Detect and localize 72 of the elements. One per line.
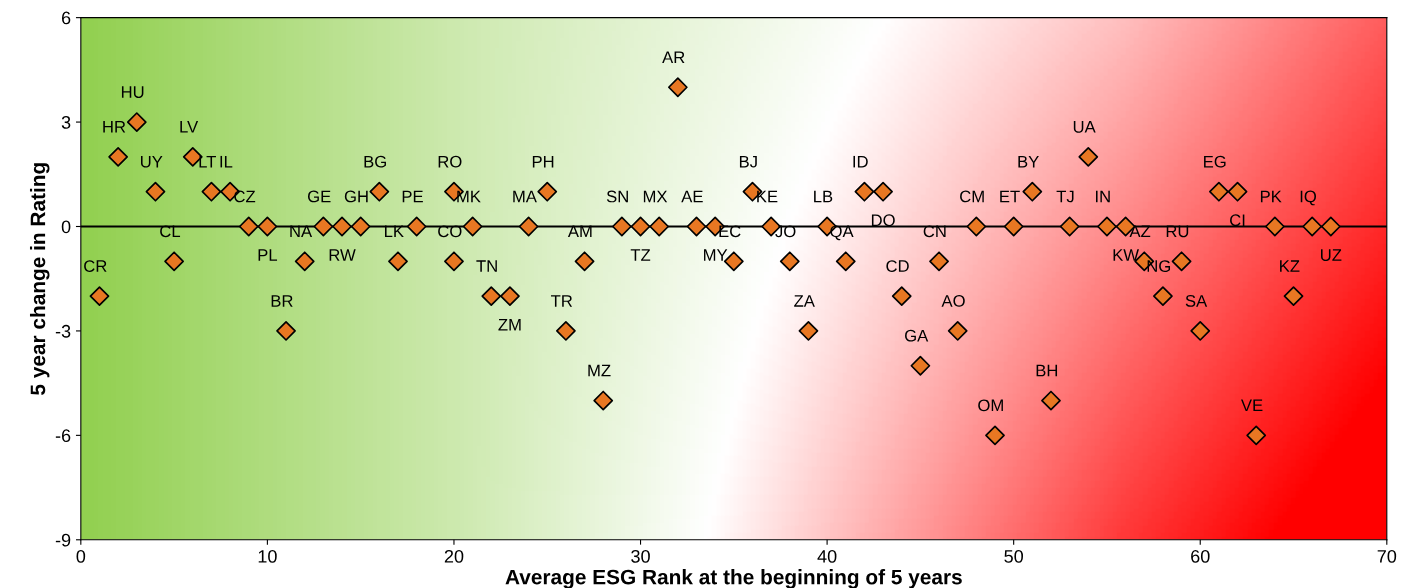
annotation: MK [457, 190, 481, 203]
y-axis-title: 5 year change in Rating [29, 163, 50, 395]
y-tick-label: -6 [55, 429, 71, 443]
annotation: KZ [1280, 260, 1300, 272]
x-tick-label: 70 [1377, 549, 1397, 563]
annotation: IN [1095, 190, 1110, 203]
annotation: TR [551, 295, 573, 307]
annotation: EG [1204, 155, 1226, 168]
annotation: BG [364, 155, 386, 168]
annotation: HR [103, 121, 126, 133]
annotation: OM [978, 399, 1003, 412]
annotation: CR [84, 260, 107, 272]
annotation: LV [180, 121, 199, 133]
annotation: MX [643, 190, 668, 203]
annotation: SA [1185, 295, 1208, 307]
annotation: KW [1113, 249, 1139, 261]
annotation: KE [757, 190, 778, 203]
x-tick-label: 40 [817, 549, 837, 563]
annotation: PK [1260, 190, 1282, 203]
annotation: LB [814, 190, 833, 203]
annotation: RO [438, 155, 462, 168]
annotation: TN [476, 260, 497, 272]
x-tick-label: 0 [76, 549, 86, 563]
annotation: PH [532, 155, 554, 168]
annotation: UY [141, 155, 163, 168]
annotation: UA [1073, 121, 1096, 133]
annotation: PE [402, 190, 423, 203]
annotation: HU [121, 86, 144, 98]
annotation: TJ [1056, 190, 1074, 203]
annotation: NG [1147, 260, 1171, 272]
annotation: UZ [1321, 249, 1342, 261]
annotation: ET [1000, 190, 1020, 203]
annotation: BH [1036, 364, 1058, 377]
annotation: BJ [739, 155, 757, 168]
annotation: VE [1241, 399, 1263, 412]
y-tick-label: -3 [55, 324, 71, 338]
annotation: RW [329, 249, 356, 261]
annotation: LT [199, 155, 216, 168]
annotation: MA [513, 190, 537, 203]
annotation: CD [886, 260, 909, 272]
annotation: MZ [588, 364, 611, 377]
annotation: CM [960, 190, 984, 203]
annotation: CZ [234, 190, 256, 203]
y-tick-label: 6 [61, 11, 71, 25]
annotation: IQ [1300, 190, 1317, 206]
annotation: DO [871, 214, 895, 227]
annotation: ZM [498, 318, 521, 331]
annotation: TZ [630, 249, 651, 261]
annotation: MY [704, 249, 728, 261]
annotation: AE [681, 190, 703, 203]
y-tick-label: 3 [61, 116, 71, 129]
y-tick-label: 0 [61, 220, 71, 234]
annotation: PL [258, 249, 278, 261]
x-tick-label: 50 [1004, 549, 1023, 563]
annotation: AO [941, 295, 965, 307]
annotation: ID [853, 155, 868, 168]
y-tick-label: -9 [55, 533, 71, 547]
x-axis-title: Average ESG Rank at the beginning of 5 years [505, 569, 962, 588]
annotation: GA [905, 329, 929, 342]
x-tick-label: 60 [1191, 549, 1210, 563]
annotation: GE [308, 190, 331, 203]
annotation: AR [662, 51, 685, 63]
annotation: CI [1230, 214, 1245, 227]
x-tick-label: 20 [444, 549, 464, 563]
annotation: GH [344, 190, 368, 203]
annotation: BR [271, 295, 293, 307]
annotation: SN [606, 190, 628, 203]
x-tick-label: 30 [631, 549, 650, 563]
annotation: IL [220, 155, 233, 168]
annotation: BY [1018, 155, 1039, 168]
annotation: ZA [794, 295, 815, 307]
x-tick-label: 10 [258, 549, 277, 563]
